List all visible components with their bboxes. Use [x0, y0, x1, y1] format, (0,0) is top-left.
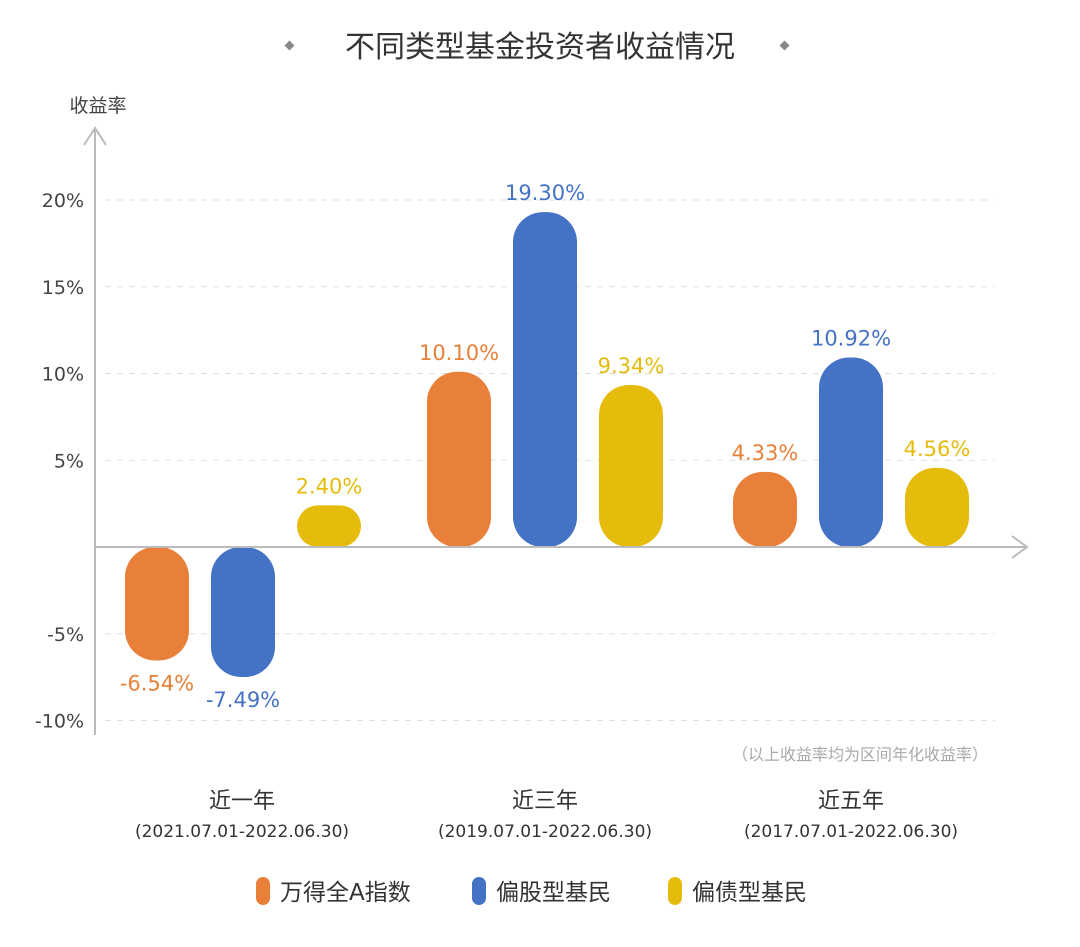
y-axis-arrow-icon [83, 126, 107, 146]
bar-0-1 [427, 371, 491, 547]
bars: -6.54% -7.49% 2.40% 10.10% 19.30% 9.34% 4.33% 1… [120, 181, 971, 712]
category-subtitle: (2017.07.01-2022.06.30) [744, 822, 958, 842]
legend-label: 偏债型基民 [692, 880, 807, 906]
data-label: -7.49% [206, 688, 280, 712]
category-labels: 近一年 (2021.07.01-2022.06.30) 近三年 (2019.07.01… [135, 789, 958, 842]
category-label: 近一年 [209, 789, 275, 814]
bar-2-0 [297, 505, 361, 547]
data-label: 9.34% [598, 354, 665, 378]
legend: 万得全A指数 偏股型基民 偏债型基民 [256, 877, 807, 906]
data-label: 19.30% [505, 181, 585, 205]
bar-0-2 [733, 471, 797, 547]
legend-swatch [668, 877, 682, 905]
legend-label: 偏股型基民 [496, 880, 611, 906]
data-label: 4.56% [904, 437, 971, 461]
data-label: -6.54% [120, 671, 194, 695]
bar-0-0 [125, 547, 189, 661]
y-tick-label: 15% [42, 277, 84, 299]
data-label: 10.92% [811, 327, 891, 351]
bar-2-2 [905, 467, 969, 547]
x-axis-arrow-icon [1011, 535, 1029, 559]
bar-1-2 [819, 357, 883, 547]
data-label: 4.33% [732, 441, 799, 465]
y-tick-label: 5% [54, 450, 84, 472]
chart-note: （以上收益率均为区间年化收益率） [732, 745, 988, 764]
y-axis-label: 收益率 [69, 95, 126, 117]
category-subtitle: (2021.07.01-2022.06.30) [135, 822, 349, 842]
category-label: 近五年 [818, 789, 884, 814]
legend-swatch [256, 877, 270, 905]
chart-title: 不同类型基金投资者收益情况 [345, 30, 735, 65]
legend-swatch [472, 877, 486, 905]
legend-label: 万得全A指数 [280, 880, 411, 906]
y-tick-label: 20% [42, 190, 84, 212]
category-label: 近三年 [512, 789, 578, 814]
data-label: 10.10% [419, 341, 499, 365]
data-label: 2.40% [296, 474, 363, 498]
y-tick-label: -5% [47, 624, 84, 646]
bar-1-0 [211, 547, 275, 677]
category-subtitle: (2019.07.01-2022.06.30) [438, 822, 652, 842]
bar-1-1 [513, 212, 577, 547]
title-diamond-left-icon [284, 40, 295, 51]
chart-title-group: 不同类型基金投资者收益情况 [284, 30, 790, 65]
y-tick-labels: -10% -5% 5% 10% 15% 20% [35, 190, 84, 733]
y-tick-label: 10% [42, 364, 84, 386]
bar-2-1 [599, 384, 663, 547]
title-diamond-right-icon [779, 40, 790, 51]
y-tick-label: -10% [35, 711, 84, 733]
